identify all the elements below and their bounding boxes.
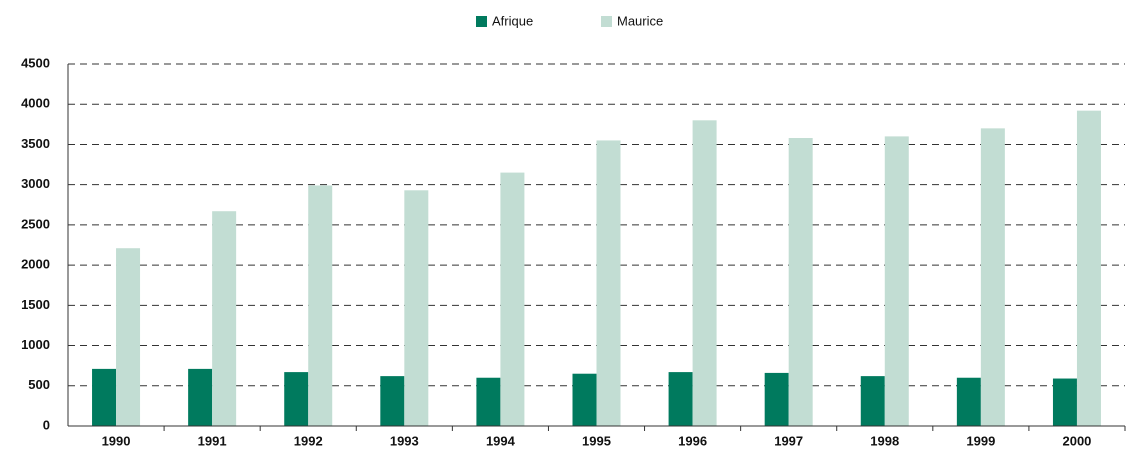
bar [284,372,309,426]
x-tick-label: 1997 [774,433,803,448]
legend-label: Maurice [617,13,663,28]
x-tick-label: 1994 [486,433,516,448]
y-tick-label: 500 [28,377,50,392]
bar [692,120,717,427]
x-tick-label: 1991 [198,433,227,448]
y-tick-label: 2500 [21,216,50,231]
bar [668,372,693,426]
bar [308,185,333,426]
x-tick-label: 2000 [1062,433,1091,448]
bar [980,128,1005,426]
bar [596,140,621,426]
bar [788,138,813,426]
x-tick-label: 1990 [102,433,131,448]
x-tick-label: 1993 [390,433,419,448]
x-tick-label: 1999 [966,433,995,448]
x-tick-label: 1995 [582,433,611,448]
bar [380,376,405,426]
bar [476,377,501,426]
bar [1076,110,1101,426]
y-tick-label: 4500 [21,55,50,70]
x-tick-label: 1998 [870,433,899,448]
x-tick-label: 1992 [294,433,323,448]
y-tick-label: 2000 [21,257,50,272]
bar [860,376,885,426]
legend-swatch [476,16,487,27]
bar [764,372,789,426]
legend-swatch [601,16,612,27]
bar [212,211,237,426]
y-tick-label: 3000 [21,176,50,191]
bar [116,248,141,426]
bar [92,368,117,426]
y-tick-label: 4000 [21,96,50,111]
y-tick-label: 3500 [21,136,50,151]
y-tick-label: 1000 [21,337,50,352]
bar [188,368,213,426]
bar [572,373,597,426]
bar [884,136,909,426]
y-tick-label: 1500 [21,297,50,312]
legend-label: Afrique [492,13,533,28]
x-tick-label: 1996 [678,433,707,448]
bar [1052,378,1077,426]
bar [956,377,981,426]
y-tick-label: 0 [43,417,50,432]
bar [404,190,429,426]
bar [500,172,525,426]
